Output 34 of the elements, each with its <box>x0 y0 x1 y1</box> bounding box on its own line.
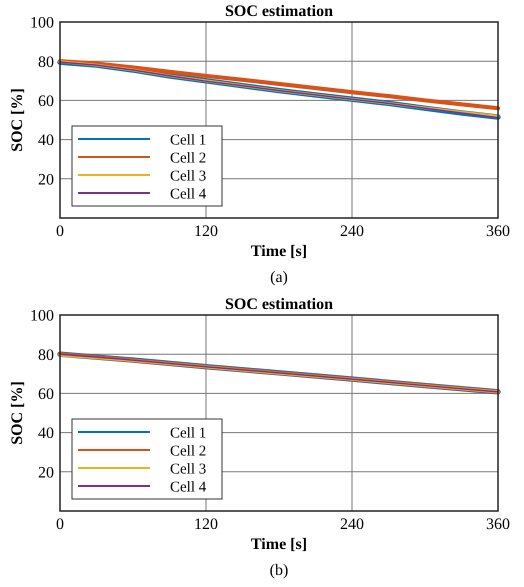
legend-label: Cell 1 <box>170 425 206 442</box>
y-tick-label: 20 <box>38 464 54 482</box>
y-tick-label: 100 <box>30 308 54 325</box>
text: (a) <box>270 269 288 286</box>
y-tick-label: 100 <box>30 14 54 32</box>
legend-label: Cell 2 <box>170 150 206 166</box>
legend-label: Cell 1 <box>170 132 206 148</box>
legend-label: Cell 2 <box>170 443 206 460</box>
x-tick-label: 0 <box>56 223 64 240</box>
y-tick-label: 80 <box>38 346 54 364</box>
y-tick-label: 80 <box>38 54 54 71</box>
legend-label: Cell 4 <box>170 186 207 202</box>
x-tick-label: 360 <box>486 223 510 240</box>
text: (b) <box>270 562 288 579</box>
legend-label: Cell 4 <box>170 479 207 496</box>
x-tick-label: 120 <box>194 223 218 240</box>
y-tick-label: 60 <box>38 386 54 403</box>
y-tick-label: 40 <box>38 425 54 442</box>
y-tick-label: 60 <box>38 93 54 110</box>
legend-label: Cell 3 <box>170 168 206 184</box>
x-tick-label: 240 <box>340 516 364 533</box>
x-tick-label: 0 <box>56 516 64 533</box>
x-axis-title: Time [s] <box>250 243 308 260</box>
chart-title: SOC estimation <box>225 3 334 20</box>
x-tick-label: 360 <box>486 516 510 533</box>
x-axis-title: Time [s] <box>250 536 308 553</box>
x-tick-label: 240 <box>340 223 364 240</box>
y-axis-title: SOC [%] <box>9 88 26 152</box>
y-axis-title: SOC [%] <box>9 381 26 445</box>
chart-title: SOC estimation <box>225 296 334 313</box>
legend-label: Cell 3 <box>170 461 206 478</box>
y-tick-label: 20 <box>38 171 54 188</box>
x-tick-label: 120 <box>194 516 218 533</box>
y-tick-label: 40 <box>38 132 54 150</box>
